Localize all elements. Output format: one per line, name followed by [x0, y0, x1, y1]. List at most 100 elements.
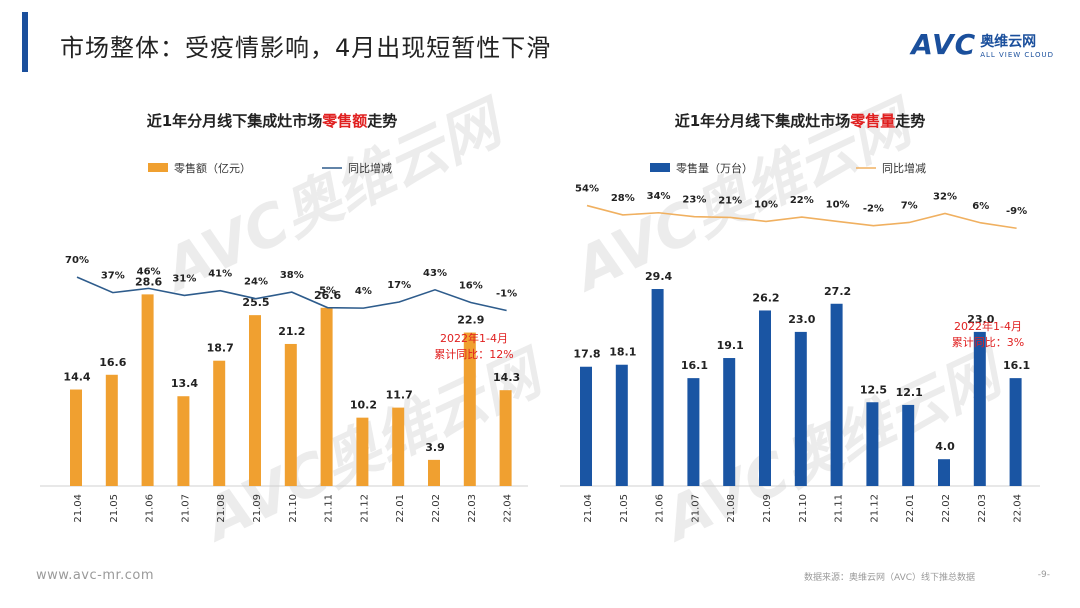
yoy-value-label: 24% [244, 277, 268, 288]
x-tick-label: 22.03 [977, 494, 988, 523]
x-tick-label: 21.04 [583, 494, 594, 523]
bar-value-label: 14.3 [493, 371, 520, 384]
x-tick-label: 21.05 [109, 494, 120, 523]
bar-value-label: 4.0 [935, 440, 955, 453]
cumulative-annotation: 累计同比：3% [952, 336, 1024, 349]
bar [428, 459, 440, 486]
yoy-value-label: -1% [496, 288, 517, 299]
chart-title-prefix: 近1年分月线下集成灶市场 [675, 112, 850, 130]
x-tick-label: 21.10 [798, 494, 809, 523]
cumulative-annotation: 2022年1-4月 [440, 331, 508, 345]
yoy-value-label: 37% [101, 271, 125, 282]
x-tick-label: 21.09 [252, 494, 263, 523]
bar [499, 390, 512, 486]
bar-value-label: 14.4 [63, 371, 90, 384]
bar [213, 360, 226, 486]
yoy-value-label: 43% [423, 268, 447, 279]
x-tick-label: 21.12 [359, 494, 370, 523]
bar-value-label: 23.0 [967, 313, 994, 326]
yoy-value-label: -9% [1006, 206, 1027, 217]
x-tick-label: 21.09 [762, 494, 773, 523]
bar-value-label: 12.5 [860, 383, 887, 396]
bar [105, 374, 118, 486]
yoy-value-label: 23% [682, 195, 706, 206]
bar [249, 315, 261, 486]
legend-bar-swatch [650, 163, 670, 172]
bar [284, 343, 297, 486]
bar [70, 389, 82, 486]
bar [830, 303, 843, 486]
yoy-value-label: 7% [901, 200, 918, 211]
yoy-value-label: 10% [826, 199, 850, 210]
legend-bar-swatch [148, 163, 168, 172]
yoy-value-label: 22% [790, 195, 814, 206]
bar-value-label: 16.1 [681, 359, 708, 372]
bar-value-label: 13.4 [171, 377, 198, 390]
bar-value-label: 22.9 [457, 314, 484, 327]
cumulative-annotation: 2022年1-4月 [954, 319, 1022, 333]
title-accent-bar [22, 12, 28, 72]
page-number: -9- [1037, 570, 1050, 580]
x-tick-label: 21.05 [619, 494, 630, 523]
yoy-value-label: 70% [65, 255, 89, 266]
bar [177, 396, 190, 486]
legend-line-label: 同比增减 [882, 161, 926, 175]
x-tick-label: 21.12 [869, 494, 880, 523]
bar [687, 378, 700, 486]
chart-title-suffix: 走势 [895, 112, 925, 130]
logo-text-block: 奥维云网 ALL VIEW CLOUD [980, 31, 1054, 59]
bar [866, 402, 879, 486]
legend-line-label: 同比增减 [348, 161, 392, 175]
x-tick-label: 21.04 [73, 494, 84, 523]
yoy-value-label: 16% [459, 280, 483, 291]
yoy-value-label: 46% [137, 266, 161, 277]
x-tick-label: 21.06 [655, 494, 666, 523]
bar-value-label: 26.2 [752, 291, 779, 304]
bar [723, 358, 736, 486]
yoy-line [586, 204, 1017, 230]
x-tick-label: 22.02 [941, 494, 952, 523]
bar-value-label: 29.4 [645, 270, 672, 283]
yoy-value-label: 21% [718, 195, 742, 206]
bar-value-label: 28.6 [135, 275, 162, 288]
bar [651, 289, 664, 486]
x-tick-label: 22.04 [503, 494, 514, 523]
yoy-value-label: 5% [319, 286, 336, 297]
x-tick-label: 21.11 [834, 494, 845, 523]
x-tick-label: 21.07 [180, 494, 191, 523]
x-tick-label: 22.01 [905, 494, 916, 523]
page-title: 市场整体：受疫情影响，4月出现短暂性下滑 [60, 34, 552, 62]
bar-value-label: 21.2 [278, 325, 305, 338]
bar [759, 310, 771, 486]
bar-value-label: 10.2 [350, 399, 377, 412]
yoy-value-label: 38% [280, 270, 304, 281]
bar-value-label: 11.7 [386, 389, 413, 402]
bar-value-label: 18.1 [609, 346, 636, 359]
bar [320, 307, 333, 486]
x-tick-label: 21.10 [288, 494, 299, 523]
avc-logo: AVC 奥维云网 ALL VIEW CLOUD [911, 28, 1054, 61]
yoy-value-label: 17% [387, 280, 411, 291]
x-tick-label: 22.03 [467, 494, 478, 523]
yoy-value-label: 4% [355, 286, 372, 297]
x-tick-label: 21.06 [145, 494, 156, 523]
bar [902, 404, 915, 486]
x-tick-label: 21.08 [726, 494, 737, 523]
bar-value-label: 16.6 [99, 356, 126, 369]
footer-url: www.avc-mr.com [36, 568, 155, 583]
chart-title-suffix: 走势 [367, 112, 397, 130]
x-tick-label: 21.07 [690, 494, 701, 523]
yoy-value-label: 31% [172, 273, 196, 284]
bar [141, 294, 154, 486]
chart-title: 近1年分月线下集成灶市场零售量走势 [675, 112, 925, 130]
bar-value-label: 16.1 [1003, 359, 1030, 372]
bar-value-label: 26.6 [314, 289, 341, 302]
bar-value-label: 19.1 [717, 339, 744, 352]
logo-cn: 奥维云网 [980, 33, 1037, 50]
legend-bar-label: 零售量（万台） [676, 161, 753, 175]
yoy-value-label: 32% [933, 191, 957, 202]
bar-value-label: 3.9 [425, 441, 445, 454]
x-tick-label: 22.02 [431, 494, 442, 523]
